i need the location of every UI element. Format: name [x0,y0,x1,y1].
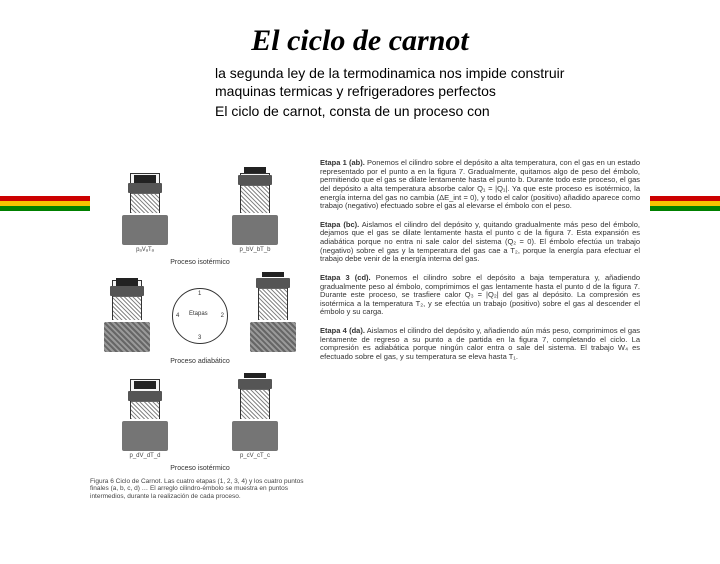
row2-process-label: Proceso adiabático [90,358,310,365]
row1-process-label: Proceso isotérmico [90,259,310,266]
etapa-2: Etapa (bc). Aislamos el cilindro del dep… [320,221,640,264]
piston-row-2: 1 2 3 4 Etapas [90,266,310,352]
piston-row-1: pₐVₐTₐ p_bV_bT_b [90,159,310,253]
body-paragraph-2: El ciclo de carnot, consta de un proceso… [215,102,565,120]
figure-right-column: Etapa 1 (ab). Ponemos el cilindro sobre … [320,159,640,372]
piston-c: p_cV_cT_c [226,365,284,459]
slide-title: El ciclo de carnot [0,24,720,58]
piston-d: p_dV_dT_d [116,365,174,459]
stage-circle: 1 2 3 4 Etapas [172,288,228,344]
piston-left-adiabatic [98,266,156,352]
piston-row-3: p_dV_dT_d p_cV_cT_c [90,365,310,459]
piston-a: pₐVₐTₐ [116,159,174,253]
figure-left-column: pₐVₐTₐ p_bV_bT_b Proceso isotérmico [90,159,310,549]
textbook-figure: pₐVₐTₐ p_bV_bT_b Proceso isotérmico [90,159,650,549]
etapa-3: Etapa 3 (cd). Ponemos el cilindro sobre … [320,274,640,317]
figure-caption: Figura 6 Ciclo de Carnot. Las cuatro eta… [90,478,310,500]
piston-right-adiabatic [244,266,302,352]
body-paragraph-1: la segunda ley de la termodinamica nos i… [215,64,565,100]
row3-process-label: Proceso isotérmico [90,465,310,472]
piston-b: p_bV_bT_b [226,159,284,253]
body-text-block: la segunda ley de la termodinamica nos i… [215,64,565,121]
etapa-4: Etapa 4 (da). Aislamos el cilindro del d… [320,327,640,362]
etapa-1: Etapa 1 (ab). Ponemos el cilindro sobre … [320,159,640,211]
